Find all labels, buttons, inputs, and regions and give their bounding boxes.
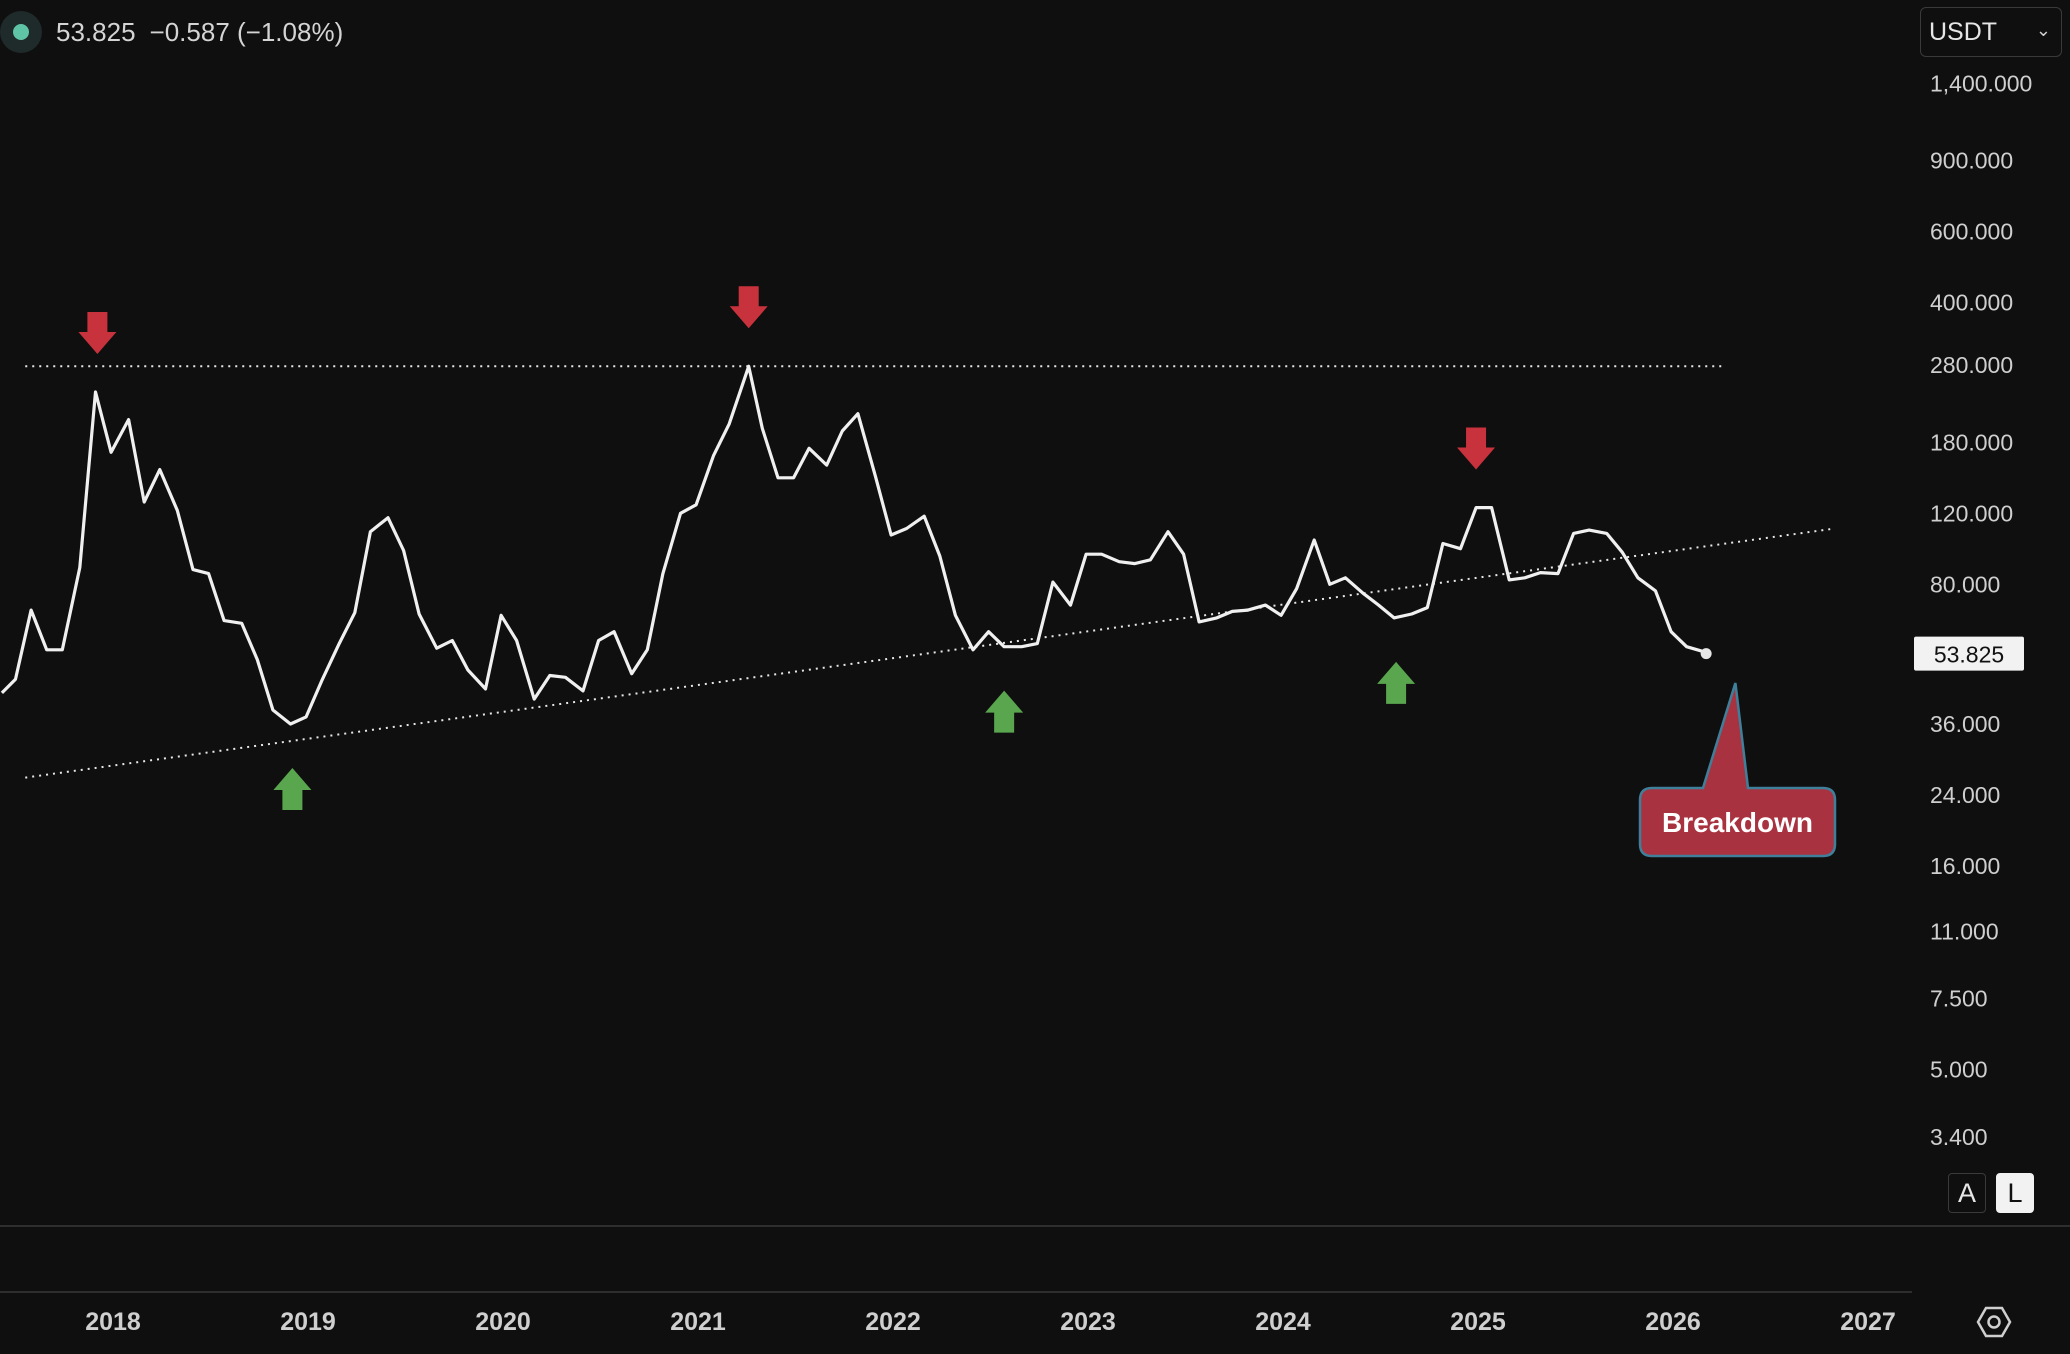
up-arrow-shape [273, 768, 312, 811]
x-tick-label: 2020 [475, 1308, 531, 1336]
legend-price: 53.825 [56, 16, 136, 47]
log-scale-button[interactable]: L [1996, 1173, 2034, 1213]
y-tick-label: 5.000 [1930, 1057, 1988, 1083]
down-arrow-icon [729, 286, 768, 329]
y-tick-label: 7.500 [1930, 986, 1988, 1012]
x-tick-label: 2023 [1060, 1308, 1116, 1336]
support-trendline [25, 527, 1835, 779]
x-tick-label: 2027 [1840, 1308, 1896, 1336]
y-tick-label: 24.000 [1930, 782, 2000, 808]
last-price-label: 53.825 [1934, 642, 2004, 668]
y-tick-label: 280.000 [1930, 352, 2013, 378]
y-tick-label: 11.000 [1930, 919, 1999, 945]
down-arrow-shape [1457, 427, 1496, 470]
price-legend: 53.825 −0.587 (−1.08%) [0, 11, 344, 53]
down-arrow-shape [78, 311, 117, 354]
y-tick-label: 36.000 [1930, 711, 2000, 737]
y-tick-label: 3.400 [1930, 1124, 1988, 1150]
breakdown-callout: Breakdown [1638, 682, 1837, 858]
currency-value: USDT [1929, 17, 1998, 46]
gear-icon[interactable] [1974, 1304, 2014, 1340]
last-price-tag [1914, 636, 2024, 671]
x-tick-label: 2022 [865, 1308, 921, 1336]
y-tick-label: 400.000 [1930, 290, 2013, 316]
x-tick-label: 2026 [1645, 1308, 1701, 1336]
down-arrow-icon [78, 311, 117, 354]
y-tick-label: 1,400.000 [1930, 70, 2032, 96]
callout-label: Breakdown [1662, 807, 1813, 838]
y-tick-label: 120.000 [1930, 500, 2013, 526]
down-arrow-icon [1457, 427, 1496, 470]
legend-change: −0.587 (−1.08%) [149, 16, 344, 47]
up-arrow-icon [985, 690, 1024, 733]
chevron-down-icon: ⌄ [2035, 20, 2051, 40]
up-arrow-icon [1377, 661, 1416, 704]
y-tick-label: 16.000 [1930, 853, 2000, 879]
up-arrow-icon [273, 768, 312, 811]
y-tick-label: 600.000 [1930, 219, 2013, 245]
x-tick-label: 2019 [280, 1308, 336, 1336]
up-arrow-shape [1377, 661, 1416, 704]
status-dot-icon [13, 24, 29, 40]
y-tick-label: 80.000 [1930, 571, 2000, 597]
x-tick-label: 2018 [85, 1308, 141, 1336]
status-indicator [0, 11, 42, 53]
down-arrow-shape [729, 286, 768, 329]
x-tick-label: 2025 [1450, 1308, 1506, 1336]
currency-select[interactable]: USDT ⌄ [1920, 7, 2062, 57]
x-tick-label: 2021 [670, 1308, 726, 1336]
y-tick-label: 900.000 [1930, 148, 2013, 174]
last-price-point [1700, 648, 1712, 660]
callout-bubble [1638, 682, 1837, 858]
y-tick-label: 180.000 [1930, 429, 2013, 455]
up-arrow-shape [985, 690, 1024, 733]
x-tick-label: 2024 [1255, 1308, 1311, 1336]
auto-scale-button[interactable]: A [1948, 1173, 1986, 1213]
price-line [0, 364, 1708, 726]
